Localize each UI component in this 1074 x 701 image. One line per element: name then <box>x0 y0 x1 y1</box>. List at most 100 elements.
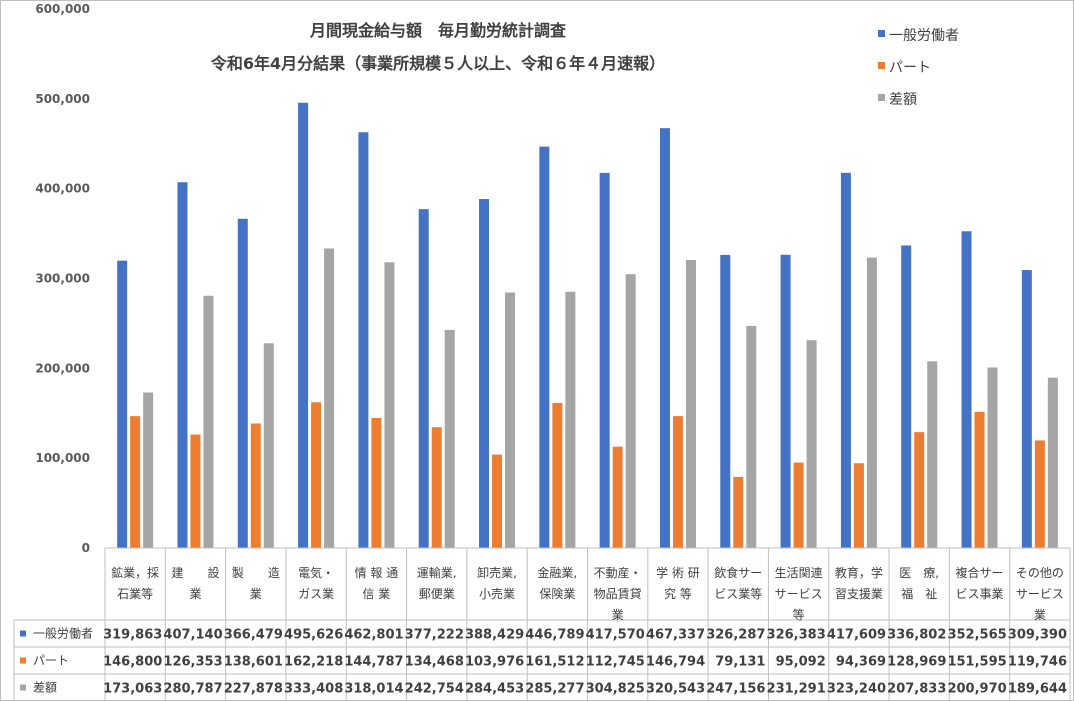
category-label: 習支援業 <box>835 587 883 601</box>
category-label: 保険業 <box>539 587 575 601</box>
table-cell: 446,789 <box>525 628 584 643</box>
category-label: 郵便業 <box>419 587 455 601</box>
bar-1 <box>358 132 369 549</box>
category-label: 製 造 <box>232 566 280 580</box>
category-label: 不動産・ <box>594 565 642 580</box>
table-cell: 119,746 <box>1008 655 1067 670</box>
bar-2 <box>672 416 683 548</box>
category-label: 業 <box>1034 608 1046 622</box>
bar-3 <box>263 343 274 548</box>
bar-1 <box>177 182 188 548</box>
table-legend-swatch <box>20 630 26 637</box>
y-tick-label: 400,000 <box>35 182 90 196</box>
bar-1 <box>1021 270 1032 548</box>
bar-1 <box>840 172 851 549</box>
table-cell: 462,801 <box>344 628 403 643</box>
bar-3 <box>625 274 636 548</box>
bar-1 <box>539 146 550 548</box>
bar-3 <box>203 295 214 548</box>
bar-3 <box>505 292 516 548</box>
table-cell: 352,565 <box>947 628 1006 643</box>
bar-1 <box>961 231 972 548</box>
table-cell: 200,970 <box>947 682 1006 697</box>
table-cell: 103,976 <box>465 655 524 670</box>
bar-2 <box>612 446 623 548</box>
chart-title-line: 令和6年4月分結果（事業所規模５人以上、令和６年４月速報） <box>210 54 665 73</box>
category-label: 業 <box>189 587 201 601</box>
bar-3 <box>987 367 998 548</box>
bar-3 <box>143 392 154 548</box>
table-cell: 207,833 <box>887 682 946 697</box>
legend-swatch <box>878 30 885 37</box>
bar-3 <box>746 325 757 548</box>
bar-1 <box>418 209 429 548</box>
bar-1 <box>599 172 610 549</box>
bar-1 <box>298 102 309 549</box>
table-cell: 318,014 <box>344 682 403 697</box>
table-cell: 94,369 <box>836 655 886 670</box>
category-label: 生活関連 <box>775 566 823 580</box>
y-tick-label: 200,000 <box>35 361 90 375</box>
table-cell: 189,644 <box>1008 682 1067 697</box>
table-cell: 112,745 <box>586 655 645 670</box>
table-cell: 95,092 <box>776 655 826 670</box>
table-cell: 144,787 <box>344 655 403 670</box>
table-cell: 242,754 <box>405 682 464 697</box>
legend-label: パート <box>889 60 931 76</box>
table-cell: 323,240 <box>827 682 886 697</box>
bar-2 <box>250 423 261 548</box>
legend-swatch <box>878 62 885 69</box>
table-cell: 326,287 <box>706 628 765 643</box>
table-cell: 320,543 <box>646 682 705 697</box>
bar-2 <box>492 454 503 548</box>
category-label: 信 業 <box>362 587 390 601</box>
bar-2 <box>552 402 563 548</box>
category-label: 情 報 通 <box>355 566 399 580</box>
bar-2 <box>371 417 382 548</box>
category-label: 学 術 研 <box>656 565 700 580</box>
table-cell: 407,140 <box>163 628 222 643</box>
category-label: 業 <box>612 608 624 622</box>
table-cell: 138,601 <box>224 655 283 670</box>
bar-2 <box>793 462 804 548</box>
table-cell: 126,353 <box>163 655 222 670</box>
table-row-label: 一般労働者 <box>33 626 93 641</box>
bar-3 <box>384 262 395 548</box>
table-cell: 134,468 <box>405 655 464 670</box>
table-cell: 231,291 <box>767 682 826 697</box>
table-cell: 467,337 <box>646 628 705 643</box>
table-cell: 146,800 <box>103 655 162 670</box>
table-cell: 417,570 <box>586 628 645 643</box>
legend-label: 一般労働者 <box>889 28 959 44</box>
category-label: 電気・ <box>298 565 334 580</box>
bar-3 <box>1047 377 1058 548</box>
category-label: 医 療, <box>899 566 939 580</box>
category-label: 建 設 <box>171 565 219 580</box>
legend-label: 差額 <box>889 92 917 108</box>
bar-1 <box>237 218 248 548</box>
category-label: 教育，学 <box>835 565 883 580</box>
category-label: ガス業 <box>298 587 334 601</box>
bar-2 <box>1034 440 1045 548</box>
y-tick-label: 500,000 <box>35 92 90 106</box>
table-cell: 173,063 <box>103 682 162 697</box>
table-cell: 162,218 <box>284 655 343 670</box>
table-cell: 304,825 <box>586 682 645 697</box>
bar-1 <box>901 245 912 549</box>
table-cell: 309,390 <box>1008 628 1067 643</box>
table-cell: 366,479 <box>224 628 283 643</box>
category-label: サービス <box>1016 587 1064 601</box>
category-label: その他の <box>1016 566 1064 580</box>
table-cell: 128,969 <box>887 655 946 670</box>
category-label: 石業等 <box>117 587 153 601</box>
table-cell: 326,383 <box>767 628 826 643</box>
y-tick-label: 0 <box>82 541 90 555</box>
bar-3 <box>324 248 335 549</box>
table-cell: 280,787 <box>163 682 222 697</box>
bar-2 <box>431 427 442 548</box>
category-label: 等 <box>793 608 805 622</box>
category-label: サービス <box>775 587 823 601</box>
table-cell: 151,595 <box>947 655 1006 670</box>
category-label: 飲食サー <box>714 565 762 580</box>
